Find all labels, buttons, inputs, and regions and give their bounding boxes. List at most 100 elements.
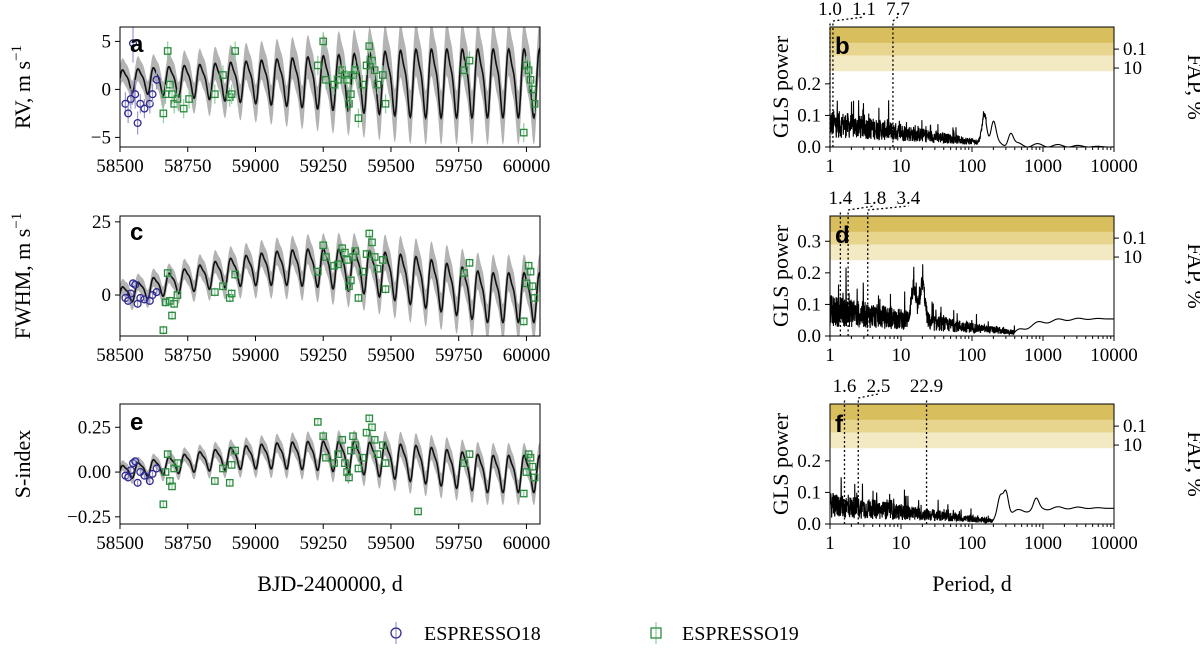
panel-d-ytick-label: 0.3 xyxy=(797,231,821,252)
panel-a-point-espresso18 xyxy=(133,118,142,128)
panel-c-point-espresso19 xyxy=(465,258,474,267)
panel-e-point-espresso18 xyxy=(145,476,154,486)
panel-a-point-espresso19 xyxy=(313,61,322,70)
panel-e-point-espresso19 xyxy=(330,459,338,467)
legend: ESPRESSO18 ESPRESSO19 xyxy=(390,622,799,645)
panel-a-point-espresso19 xyxy=(219,71,227,79)
panel-a-xtick-label: 59250 xyxy=(299,156,347,177)
panel-a-xtick-label: 58500 xyxy=(96,156,144,177)
panel-e-point-espresso19 xyxy=(358,453,367,462)
panel-e-point-espresso19 xyxy=(370,435,379,444)
legend-espresso18-marker xyxy=(390,627,402,639)
panel-d-xtick-label: 1000 xyxy=(1024,345,1062,366)
panel-e-point-espresso18 xyxy=(133,478,142,487)
panel-a-point-espresso19 xyxy=(159,109,168,118)
panel-d-xtick-label: 10 xyxy=(892,345,911,366)
panel-b-xtick-label: 10 xyxy=(892,156,911,177)
panel-e-xtick-label: 59750 xyxy=(435,533,483,554)
panel-e-point-espresso19 xyxy=(159,500,168,509)
panel-f-xtick-label: 1 xyxy=(825,533,835,554)
panel-c-ytick-label: 0 xyxy=(102,285,112,306)
panel-c-point-espresso19 xyxy=(219,282,227,291)
panel-a-ytick-label: 0 xyxy=(102,79,112,100)
panel-a-point-espresso19 xyxy=(524,66,533,75)
panel-c-point-espresso18 xyxy=(136,293,145,303)
panel-d-xtick-label: 1 xyxy=(825,345,835,366)
panel-a-point-espresso19 xyxy=(519,128,528,137)
panel-e-ytick-label: 0.00 xyxy=(78,462,111,483)
panel-c-point-espresso18 xyxy=(152,288,161,297)
panel-b-xtick-label: 10000 xyxy=(1090,156,1138,177)
panel-d-ytick-label: 0.0 xyxy=(797,326,821,347)
panel-b-ytick-label: 0.0 xyxy=(797,137,821,158)
panel-c-point-espresso18 xyxy=(124,296,133,305)
panel-d-ylabel2: FAP, % xyxy=(1183,243,1200,309)
panel-a-point-espresso19 xyxy=(185,95,193,103)
panel-a-ytick-label: 5 xyxy=(102,31,112,52)
panel-f-fap-tick-label: 10 xyxy=(1123,435,1142,456)
panel-b-peak-label: 7.7 xyxy=(886,0,910,20)
panel-e-point-espresso19 xyxy=(219,464,227,473)
panel-a-letter: a xyxy=(130,31,144,58)
panel-e-point-espresso19 xyxy=(414,507,422,516)
panel-c-point-espresso19 xyxy=(362,250,371,258)
panel-e-point-espresso19 xyxy=(381,459,390,467)
panel-a-point-espresso19 xyxy=(345,99,353,108)
panel-c-point-espresso19 xyxy=(519,317,528,326)
panel-c-xtick-label: 58500 xyxy=(96,345,144,366)
panel-c-point-espresso19 xyxy=(322,253,330,261)
panel-e-point-espresso19 xyxy=(351,441,360,450)
panel-a-point-espresso18 xyxy=(148,90,157,99)
panel-c-point-espresso18 xyxy=(131,280,140,289)
panel-a-point-espresso19 xyxy=(370,66,379,75)
panel-a-point-espresso19 xyxy=(526,75,535,84)
panel-c-point-espresso19 xyxy=(163,269,172,277)
panel-d-peak-label: 1.8 xyxy=(863,188,887,209)
panel-f-fap-tick-label: 0.1 xyxy=(1123,416,1147,437)
panel-e-point-espresso18 xyxy=(128,459,138,468)
panel-c-point-espresso19 xyxy=(347,276,355,285)
panel-c-point-espresso19 xyxy=(381,285,390,294)
panel-a-point-espresso19 xyxy=(227,90,236,99)
panel-c-ticks: 58500 58750 59000 59250 59500 59750 60000 0 25 xyxy=(92,212,550,366)
panel-c-point-espresso19 xyxy=(528,282,537,291)
panel-f-ytick-label: 0.2 xyxy=(797,451,821,472)
panel-e-point-espresso19 xyxy=(161,468,170,476)
panel-c-model-line xyxy=(120,247,540,324)
panel-b-plot: 1.0 1.1 7.7 xyxy=(818,0,1114,148)
panel-a-point-espresso19 xyxy=(530,99,539,108)
panel-f-peak-leader xyxy=(858,393,879,399)
panel-a-point-espresso19 xyxy=(349,71,357,79)
panel-b-ytick-label: 0.2 xyxy=(797,74,821,95)
panel-f-ytick-label: 0.0 xyxy=(797,514,821,535)
panel-d-ylabel: GLS power xyxy=(768,224,793,327)
panel-b-ylabel: GLS power xyxy=(768,35,793,138)
panel-e-point-espresso18 xyxy=(148,469,157,478)
panel-a-xtick-label: 59750 xyxy=(435,156,483,177)
panel-a-point-espresso19 xyxy=(231,47,240,55)
panel-c-point-espresso19 xyxy=(358,267,367,276)
panel-e-point-espresso19 xyxy=(530,473,539,482)
panel-c-ylabel-text: FWHM, m s xyxy=(10,229,35,340)
panel-a-point-espresso19 xyxy=(179,104,188,113)
panel-e-point-espresso19 xyxy=(338,435,347,444)
panel-e-ticks: 58500 58750 59000 59250 59500 59750 60000 −0.25… xyxy=(67,417,550,554)
panel-c-point-espresso19 xyxy=(227,289,236,298)
panel-c-point-espresso19 xyxy=(530,294,539,302)
panel-c-point-espresso19 xyxy=(378,256,387,264)
panel-e-xlabel: BJD-2400000, d xyxy=(257,571,402,596)
legend-espresso18-label: ESPRESSO18 xyxy=(424,623,541,645)
panel-e-point-espresso19 xyxy=(526,453,535,462)
panel-c-point-espresso19 xyxy=(159,326,168,334)
panel-a-model-line xyxy=(120,47,540,121)
panel-a-point-espresso19 xyxy=(210,90,219,99)
panel-a-point-espresso19 xyxy=(373,80,382,89)
panel-e-point-espresso19 xyxy=(373,450,382,458)
panel-e-letter: e xyxy=(130,409,143,436)
panel-a-xtick-label: 60000 xyxy=(503,156,551,177)
panel-f-xlabel: Period, d xyxy=(932,571,1011,596)
